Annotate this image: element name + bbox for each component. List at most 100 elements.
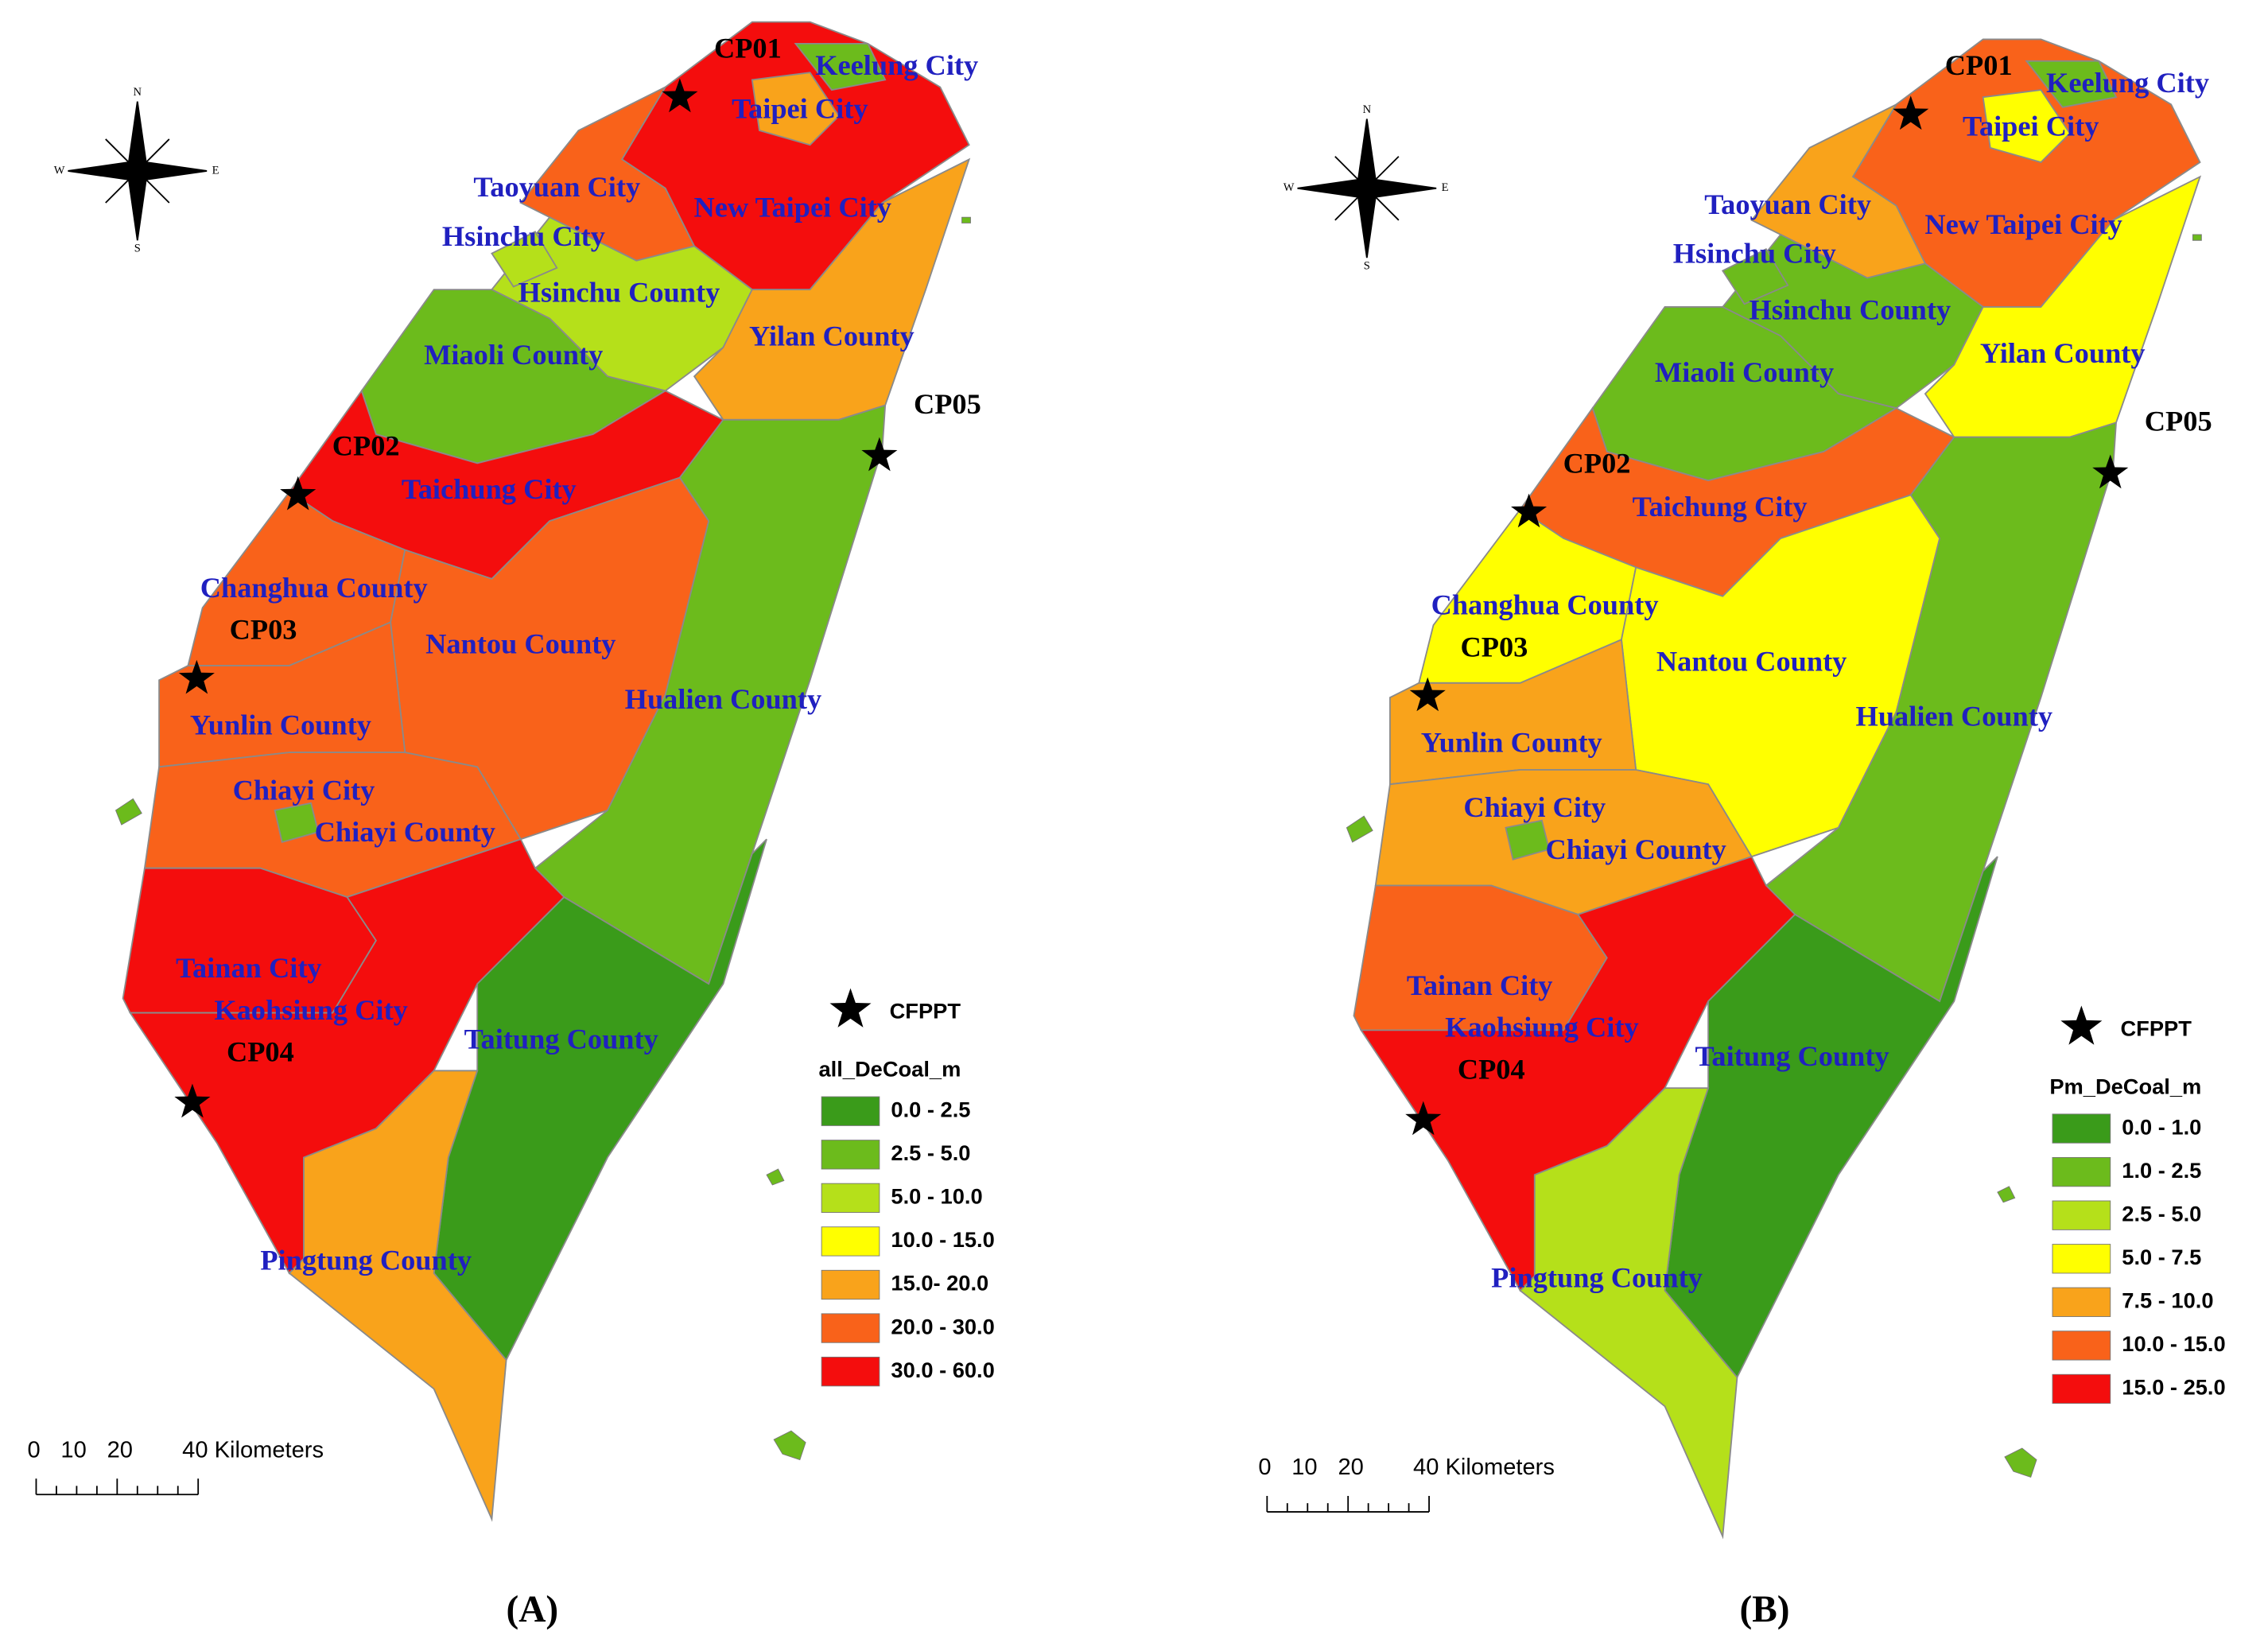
legend-symbol-label: CFPPT <box>2120 1016 2192 1041</box>
star-symbol <box>178 659 215 694</box>
legend-swatch <box>821 1096 880 1126</box>
station-label: CP02 <box>332 430 400 462</box>
county-label: Yunlin County <box>1421 726 1602 758</box>
legend-swatch <box>2052 1200 2111 1230</box>
county <box>274 802 320 844</box>
station-label: CP01 <box>1945 49 2013 81</box>
county <box>751 72 841 146</box>
county <box>491 231 558 288</box>
county-label: Taichung City <box>402 473 577 505</box>
station-label: CP03 <box>230 614 297 646</box>
county-label: Taipei City <box>1963 111 2099 142</box>
legend-swatch <box>2052 1156 2111 1187</box>
county <box>794 42 887 91</box>
county-label: Kaohsiung City <box>214 994 407 1026</box>
compass-n: N <box>1363 103 1372 116</box>
county-label: Chiayi City <box>1463 791 1606 823</box>
panel-label: (A) <box>507 1589 559 1630</box>
star-symbol <box>280 476 317 511</box>
star-symbol <box>662 78 698 113</box>
county-label: Chiayi County <box>315 816 495 848</box>
compass-w: W <box>54 164 65 177</box>
compass-rose <box>68 101 208 241</box>
compass-rose <box>1297 118 1437 258</box>
legend-swatch <box>2052 1331 2111 1361</box>
legend-label: 5.0 - 7.5 <box>2122 1245 2201 1269</box>
county-label: Taoyuan City <box>473 171 640 203</box>
county-label: Taitung County <box>464 1023 658 1055</box>
legend-label: 2.5 - 5.0 <box>891 1140 970 1165</box>
county-label: Yunlin County <box>190 709 371 741</box>
station-label: CP05 <box>2145 406 2212 437</box>
legend-label: 5.0 - 10.0 <box>891 1184 982 1209</box>
county-label: Hsinchu County <box>1750 294 1951 326</box>
star-symbol <box>174 1083 211 1118</box>
legend-swatch <box>2052 1244 2111 1274</box>
station-label: CP02 <box>1563 447 1631 479</box>
legend-swatch <box>2052 1287 2111 1317</box>
county-label: Chiayi City <box>233 774 375 806</box>
county-label: Nantou County <box>1656 646 1847 678</box>
station-label: CP05 <box>914 388 981 420</box>
county-label: Chiayi County <box>1545 833 1726 865</box>
county-label: Keelung City <box>815 49 978 81</box>
scale-label: 20 <box>1338 1455 1363 1480</box>
scale-bar <box>1266 1496 1430 1513</box>
county-label: Miaoli County <box>1655 356 1834 388</box>
legend-swatch <box>821 1183 880 1214</box>
legend-label: 10.0 - 15.0 <box>891 1227 994 1252</box>
panel-label: (B) <box>1740 1589 1790 1630</box>
legend-title: Pm_DeCoal_m <box>2049 1074 2201 1098</box>
county-label: Yilan County <box>1980 337 2146 369</box>
legend-swatch <box>2052 1373 2111 1404</box>
legend-label: 0.0 - 2.5 <box>891 1097 970 1121</box>
scale-label: 0 <box>28 1437 41 1463</box>
county <box>2025 60 2118 108</box>
scale-label: 0 <box>1258 1455 1271 1480</box>
county-label: New Taipei City <box>694 191 891 223</box>
legend-symbol-label: CFPPT <box>890 999 961 1024</box>
station-label: CP04 <box>1458 1053 1525 1085</box>
map-panel: New Taipei City Taipei City Keelung City Ta… <box>28 21 995 1522</box>
county-label: Yilan County <box>749 320 915 352</box>
legend-label: 15.0- 20.0 <box>891 1271 988 1296</box>
legend-swatch <box>2052 1113 2111 1144</box>
county-label: Taoyuan City <box>1704 188 1871 220</box>
county-label: Hsinchu County <box>518 277 720 309</box>
county-label: Changhua County <box>200 572 428 604</box>
county-label: Pingtung County <box>1491 1261 1703 1293</box>
county-label: Changhua County <box>1431 589 1659 621</box>
station-label: CP03 <box>1460 631 1528 662</box>
star-symbol <box>1510 493 1548 528</box>
county <box>1505 819 1551 860</box>
star-symbol <box>2092 454 2129 489</box>
county-label: Pingtung County <box>260 1245 472 1276</box>
island <box>1346 234 2202 1478</box>
county-label: Kaohsiung City <box>1445 1012 1638 1043</box>
legend-swatch <box>821 1313 880 1343</box>
compass-e: E <box>1442 181 1449 194</box>
legend-label: 10.0 - 15.0 <box>2122 1331 2225 1356</box>
county-label: Tainan City <box>1407 969 1553 1001</box>
legend-label: 2.5 - 5.0 <box>2122 1201 2201 1226</box>
county-label: Miaoli County <box>424 339 603 371</box>
county-label: Taipei City <box>732 93 868 125</box>
legend-label: 0.0 - 1.0 <box>2122 1114 2201 1139</box>
legend-label: 30.0 - 60.0 <box>891 1358 994 1382</box>
scale-bar <box>35 1478 200 1496</box>
county <box>1982 89 2071 164</box>
county-label: Hualien County <box>1856 701 2053 732</box>
map-panel: New Taipei City Taipei City Keelung City Ta… <box>1258 38 2226 1540</box>
legend-label: 7.5 - 10.0 <box>2122 1288 2213 1313</box>
star-symbol <box>861 437 898 472</box>
county-label: Hualien County <box>625 683 822 715</box>
compass-w: W <box>1284 181 1295 194</box>
compass-e: E <box>212 164 219 177</box>
county <box>288 1070 507 1522</box>
compass-s: S <box>1364 259 1370 272</box>
county-label: Hsinchu City <box>442 220 605 252</box>
legend-label: 1.0 - 2.5 <box>2122 1158 2201 1183</box>
island <box>115 216 971 1461</box>
scale-label: 40 Kilometers <box>182 1437 324 1463</box>
